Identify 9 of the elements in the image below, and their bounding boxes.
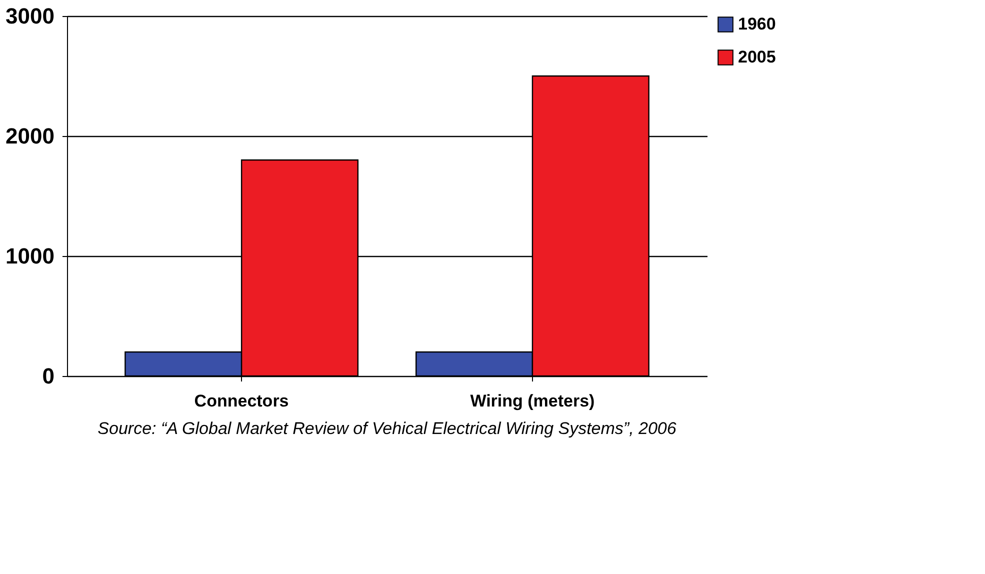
x-tick-label: Wiring (meters) [470,392,595,410]
y-tick-label: 2000 [6,124,54,148]
source-note: Source: “A Global Market Review of Vehical Electrical Wiring Systems”, 2006 [98,419,677,438]
legend-label: 2005 [738,48,776,66]
legend-label: 1960 [738,14,776,34]
y-tick-label: 0 [42,364,54,388]
y-tick-label: 1000 [6,244,54,268]
x-tick-label: Connectors [194,392,289,410]
y-tick-label: 3000 [6,4,54,28]
